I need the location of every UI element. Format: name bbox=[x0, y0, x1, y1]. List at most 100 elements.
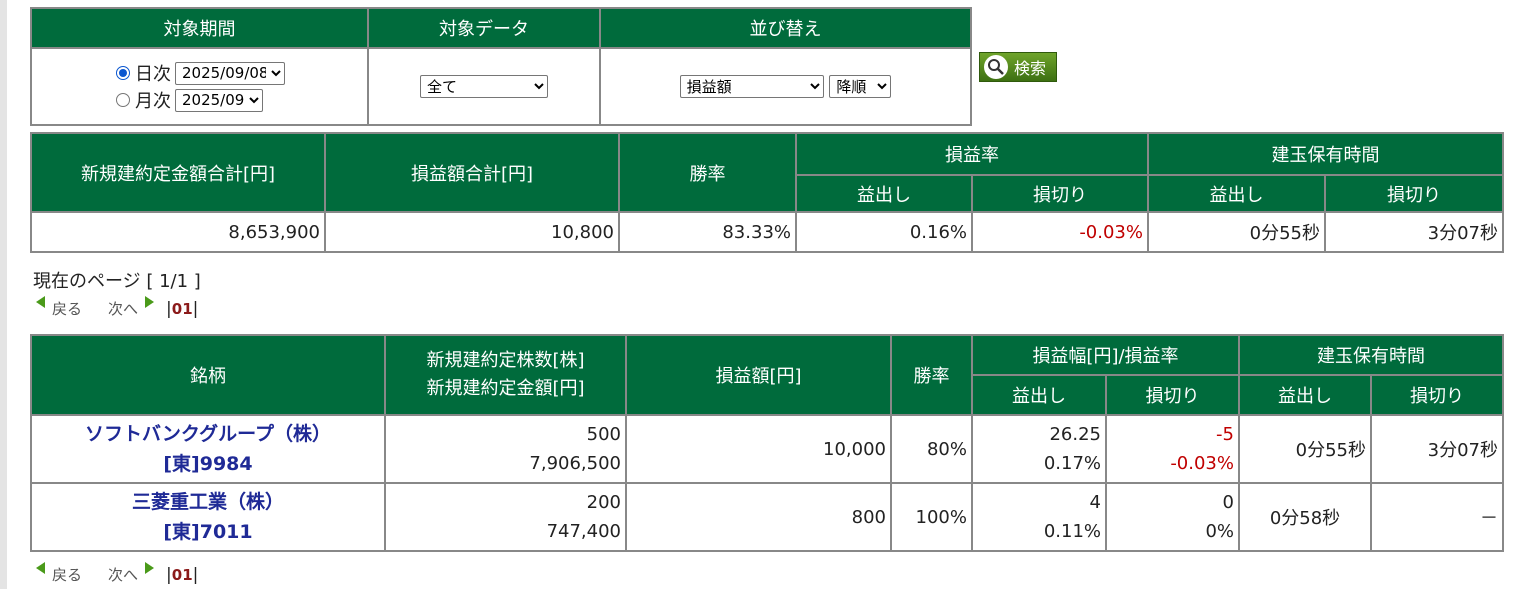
stock-header: 銘柄 bbox=[30, 334, 386, 416]
daily-radio[interactable] bbox=[116, 66, 130, 80]
sort-select[interactable]: 損益額 bbox=[679, 75, 824, 98]
next-link[interactable]: 次へ bbox=[108, 566, 139, 584]
next-link[interactable]: 次へ bbox=[108, 300, 139, 318]
qty-cell: 200 747,400 bbox=[384, 482, 627, 552]
monthly-label: 月次 bbox=[135, 91, 171, 112]
holdtime-header-detail: 建玉保有時間 bbox=[1238, 334, 1504, 376]
pl-value: 800 bbox=[625, 482, 892, 552]
pl-value: 10,000 bbox=[625, 414, 892, 484]
profit-rate-value: 0.17% bbox=[1043, 453, 1101, 474]
qty-value: 500 bbox=[586, 424, 621, 445]
rate-loss-header: 損切り bbox=[971, 174, 1149, 213]
total-pl-header: 損益額合計[円] bbox=[324, 132, 620, 213]
sort-header: 並び替え bbox=[599, 7, 972, 49]
daily-option[interactable]: 日次 2025/09/08 bbox=[116, 60, 363, 87]
search-button[interactable]: 検索 bbox=[979, 52, 1057, 82]
holdtime-header: 建玉保有時間 bbox=[1147, 132, 1504, 176]
plrate-header: 損益率 bbox=[795, 132, 1149, 176]
rate-loss-value: -0.03% bbox=[971, 211, 1149, 253]
page-info: 現在のページ [ 1/1 ] bbox=[33, 271, 201, 292]
monthly-date-select[interactable]: 2025/09 bbox=[175, 88, 263, 112]
pager-bottom: 戻る 次へ |01| bbox=[36, 561, 199, 585]
prev-link[interactable]: 戻る bbox=[52, 566, 83, 584]
range-loss-cell: 0 0% bbox=[1105, 482, 1240, 552]
stock-name-link[interactable]: ソフトバンクグループ（株） bbox=[84, 423, 332, 445]
qty-header-line2: 新規建約定金額[円] bbox=[426, 378, 585, 399]
sort-cell: 損益額 降順 bbox=[599, 47, 972, 126]
total-amount-header: 新規建約定金額合計[円] bbox=[30, 132, 326, 213]
search-icon bbox=[984, 55, 1008, 79]
time-loss-header: 損切り bbox=[1324, 174, 1504, 213]
page-number: |01| bbox=[166, 564, 199, 585]
winrate-header-detail: 勝率 bbox=[890, 334, 973, 416]
amount-value: 747,400 bbox=[546, 521, 621, 542]
order-select[interactable]: 降順 bbox=[829, 75, 892, 98]
profit-range-value: 26.25 bbox=[1049, 424, 1101, 445]
total-amount-value: 8,653,900 bbox=[30, 211, 326, 253]
period-header: 対象期間 bbox=[30, 7, 369, 49]
pl-header: 損益額[円] bbox=[625, 334, 892, 416]
loss-rate-value: 0% bbox=[1205, 521, 1234, 542]
next-arrow-icon bbox=[145, 561, 155, 574]
data-select[interactable]: 全て bbox=[420, 75, 548, 98]
data-cell: 全て bbox=[367, 47, 601, 126]
range-profit-cell: 26.25 0.17% bbox=[971, 414, 1107, 484]
stock-name-link[interactable]: 三菱重工業（株） bbox=[131, 491, 284, 513]
loss-range-value: -5 bbox=[1216, 424, 1234, 445]
daily-label: 日次 bbox=[135, 64, 171, 85]
hold-profit-value: 0分55秒 bbox=[1238, 414, 1372, 484]
data-header: 対象データ bbox=[367, 7, 601, 49]
next-arrow-icon bbox=[145, 295, 155, 308]
prev-link[interactable]: 戻る bbox=[52, 300, 83, 318]
time-profit-header: 益出し bbox=[1147, 174, 1326, 213]
profit-range-value: 4 bbox=[1089, 492, 1101, 513]
page-link[interactable]: 01 bbox=[171, 299, 193, 318]
search-label: 検索 bbox=[1014, 59, 1047, 78]
daily-date-select[interactable]: 2025/09/08 bbox=[175, 61, 285, 85]
hold-loss-header: 損切り bbox=[1370, 374, 1504, 416]
winrate-value-detail: 80% bbox=[890, 414, 973, 484]
left-edge-bar bbox=[0, 0, 7, 589]
amount-value: 7,906,500 bbox=[529, 453, 621, 474]
page-number: |01| bbox=[166, 298, 199, 319]
range-loss-header: 損切り bbox=[1105, 374, 1240, 416]
range-profit-cell: 4 0.11% bbox=[971, 482, 1107, 552]
range-header: 損益幅[円]/損益率 bbox=[971, 334, 1240, 376]
qty-header-line1: 新規建約定株数[株] bbox=[426, 350, 585, 371]
loss-rate-value: -0.03% bbox=[1170, 453, 1234, 474]
winrate-value-detail: 100% bbox=[890, 482, 973, 552]
filter-table: 対象期間 対象データ 並び替え 日次 2025/09/08 月次 2025/09 bbox=[30, 7, 972, 126]
prev-arrow-icon bbox=[36, 561, 45, 574]
period-cell: 日次 2025/09/08 月次 2025/09 bbox=[30, 47, 369, 126]
pager-top: 戻る 次へ |01| bbox=[36, 295, 199, 319]
loss-range-value: 0 bbox=[1222, 492, 1234, 513]
range-loss-cell: -5 -0.03% bbox=[1105, 414, 1240, 484]
range-profit-header: 益出し bbox=[971, 374, 1107, 416]
detail-table: 銘柄 新規建約定株数[株] 新規建約定金額[円] 損益額[円] 勝率 損益幅[円… bbox=[30, 334, 1504, 552]
stock-cell: ソフトバンクグループ（株） [東]9984 bbox=[30, 414, 386, 484]
table-row: 三菱重工業（株） [東]7011 200 747,400 800 100% 4 … bbox=[30, 482, 1504, 552]
table-row: ソフトバンクグループ（株） [東]9984 500 7,906,500 10,0… bbox=[30, 414, 1504, 484]
qty-cell: 500 7,906,500 bbox=[384, 414, 627, 484]
page-link[interactable]: 01 bbox=[171, 565, 193, 584]
winrate-header: 勝率 bbox=[618, 132, 797, 213]
hold-loss-value: － bbox=[1370, 482, 1504, 552]
monthly-option[interactable]: 月次 2025/09 bbox=[116, 87, 363, 114]
qty-value: 200 bbox=[586, 492, 621, 513]
stock-cell: 三菱重工業（株） [東]7011 bbox=[30, 482, 386, 552]
time-loss-value: 3分07秒 bbox=[1324, 211, 1504, 253]
time-profit-value: 0分55秒 bbox=[1147, 211, 1326, 253]
total-pl-value: 10,800 bbox=[324, 211, 620, 253]
summary-table: 新規建約定金額合計[円] 損益額合計[円] 勝率 損益率 建玉保有時間 益出し … bbox=[30, 132, 1504, 253]
rate-profit-header: 益出し bbox=[795, 174, 973, 213]
stock-code-link[interactable]: [東]7011 bbox=[163, 521, 253, 543]
winrate-value: 83.33% bbox=[618, 211, 797, 253]
profit-rate-value: 0.11% bbox=[1043, 521, 1101, 542]
monthly-radio[interactable] bbox=[116, 93, 130, 107]
hold-profit-value: 0分58秒 bbox=[1238, 482, 1372, 552]
qty-header: 新規建約定株数[株] 新規建約定金額[円] bbox=[384, 334, 627, 416]
hold-loss-value: 3分07秒 bbox=[1370, 414, 1504, 484]
stock-code-link[interactable]: [東]9984 bbox=[163, 453, 253, 475]
rate-profit-value: 0.16% bbox=[795, 211, 973, 253]
hold-profit-header: 益出し bbox=[1238, 374, 1372, 416]
